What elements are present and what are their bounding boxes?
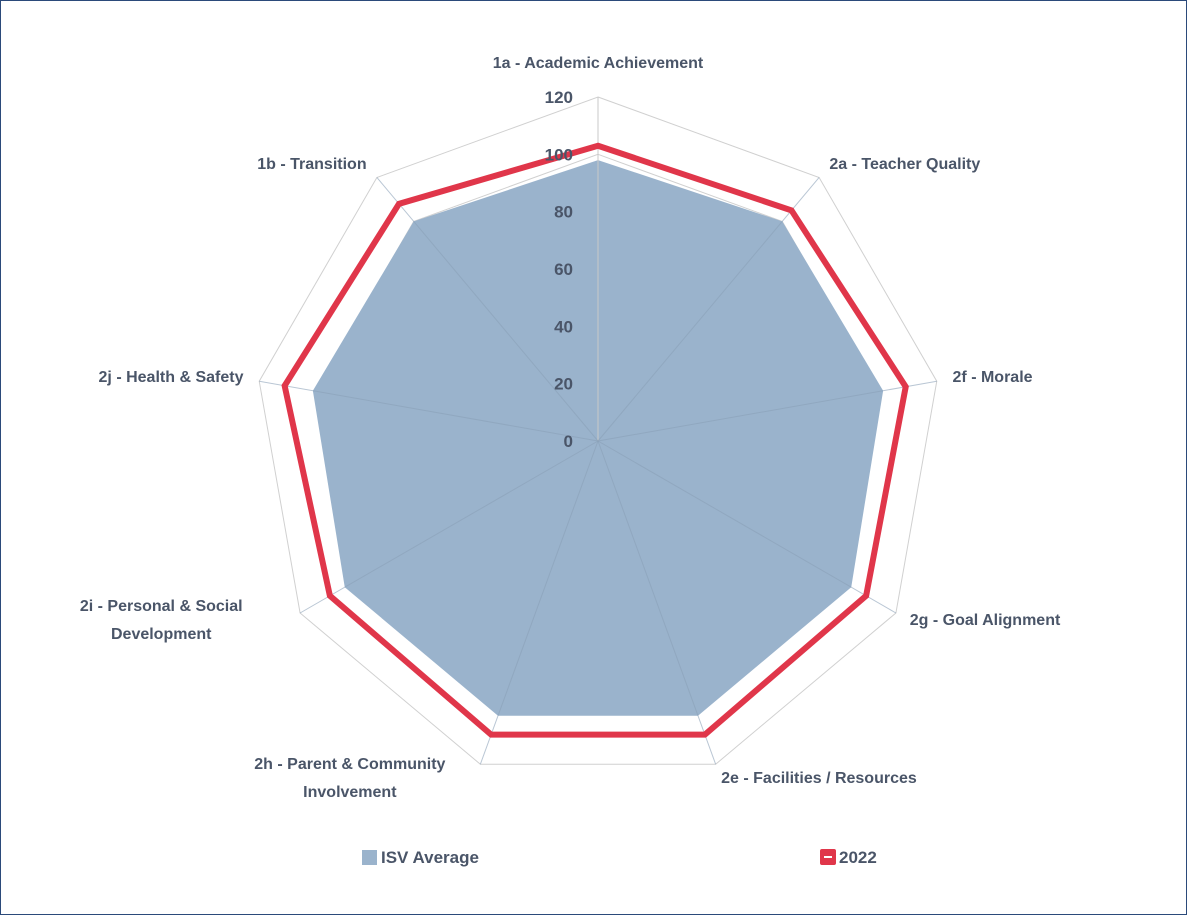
category-label: 1a - Academic Achievement [492, 55, 704, 72]
tick-label: 60 [554, 260, 573, 279]
legend-label: ISV Average [381, 848, 479, 867]
spoke [376, 177, 599, 442]
tick-label: 120 [545, 88, 573, 107]
tick-label: 20 [554, 375, 573, 394]
tick-label: 40 [554, 317, 573, 336]
category-label: 2e - Facilities / Resources [721, 770, 917, 788]
tick-label: 0 [564, 432, 573, 451]
spoke [259, 380, 599, 442]
category-label: 2a - Teacher Quality [829, 156, 981, 174]
spoke [299, 440, 599, 614]
spoke [597, 177, 820, 442]
category-label: 2g - Goal Alignment [909, 612, 1061, 629]
tick-label: 80 [554, 203, 573, 222]
series-line [281, 142, 909, 738]
spoke [479, 440, 599, 765]
spoke [597, 380, 937, 442]
legend-label: 2022 [839, 848, 877, 867]
legend-swatch [362, 850, 377, 865]
category-label: 2h - Parent & Community Involvement [254, 756, 446, 802]
legend-item: 2022 [820, 848, 877, 867]
grid-ring [258, 96, 938, 765]
category-label: 2i - Personal & Social Development [79, 598, 243, 643]
spoke [597, 440, 717, 765]
spoke [597, 440, 897, 614]
tick-label: 100 [545, 145, 573, 164]
category-label: 2f - Morale [952, 369, 1033, 387]
legend-item: ISV Average [362, 848, 479, 867]
category-label: 1b - Transition [257, 156, 367, 174]
category-label: 2j - Health & Safety [98, 369, 244, 387]
